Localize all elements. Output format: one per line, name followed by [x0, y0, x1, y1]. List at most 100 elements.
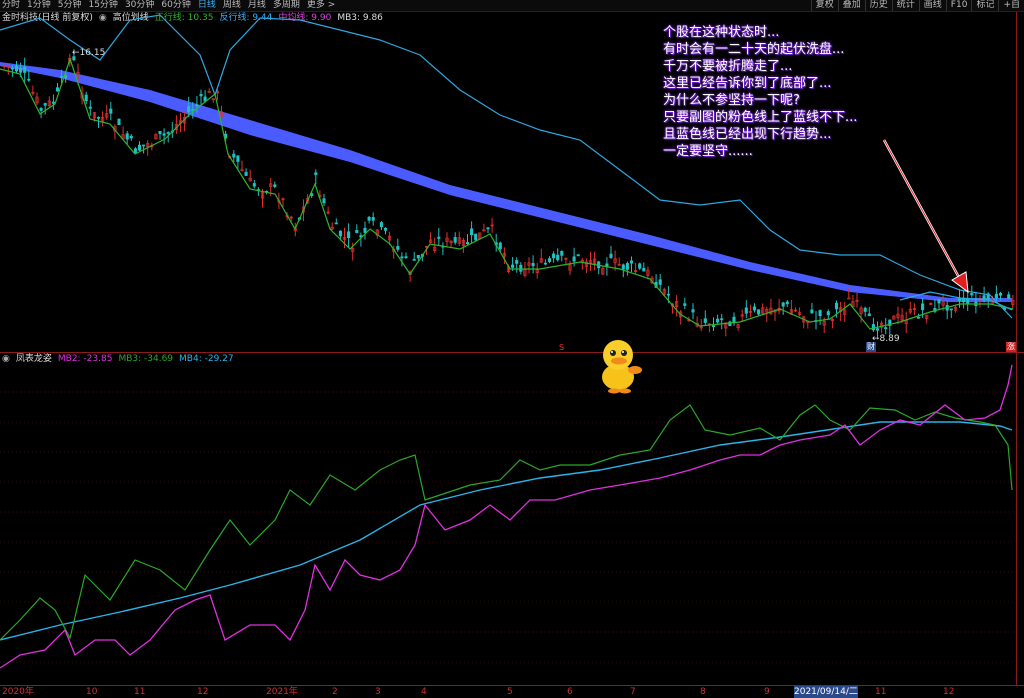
candle-body	[465, 242, 470, 245]
candle-body	[289, 216, 293, 219]
candle-body	[248, 177, 252, 182]
candle-body	[219, 111, 224, 117]
candle-body	[576, 254, 580, 257]
candle-body	[355, 230, 359, 234]
candle-body	[523, 269, 527, 276]
candle-body	[527, 262, 531, 266]
mb4-value: MB4: -29.27	[179, 354, 234, 364]
tab-0[interactable]: 分时	[2, 0, 21, 10]
collapse-icon[interactable]: ◉	[98, 13, 107, 23]
tab-9[interactable]: 多周期	[272, 0, 300, 10]
candle-body	[416, 254, 420, 259]
candle-body	[539, 258, 543, 263]
candle-body	[543, 262, 547, 265]
candle-body	[260, 192, 265, 199]
zhang-marker: 涨	[1006, 342, 1016, 352]
candle-body	[670, 303, 675, 307]
axis-label: 2020年	[2, 687, 34, 697]
candle-body	[474, 233, 478, 241]
axis-label: 4	[421, 687, 427, 697]
candle-body	[470, 228, 474, 236]
candle-body	[798, 312, 802, 315]
candle-body	[39, 108, 43, 111]
candle-body	[609, 253, 613, 258]
candle-body	[716, 318, 720, 323]
stock-title: 金时科技(日线 前复权)	[2, 13, 93, 23]
tab-7[interactable]: 周线	[222, 0, 241, 10]
annotation-line: 这里已经告诉你到了底部了...	[663, 76, 832, 91]
candle-body	[166, 132, 170, 134]
candle-body	[830, 319, 834, 322]
tab-6[interactable]: 日线	[197, 0, 216, 10]
candle-body	[301, 206, 306, 213]
tab-3[interactable]: 15分钟	[88, 0, 118, 10]
candle-body	[822, 320, 826, 326]
axis-label: 11	[134, 687, 146, 697]
tab-8[interactable]: 月线	[247, 0, 266, 10]
candle-body	[843, 309, 847, 315]
tab-4[interactable]: 30分钟	[124, 0, 155, 10]
candle-body	[744, 307, 748, 314]
candle-body	[658, 279, 662, 285]
axis-label: 10	[86, 687, 98, 697]
candle-body	[834, 302, 839, 310]
toolbar-button-1[interactable]: 叠加	[837, 0, 865, 11]
toolbar-button-2[interactable]: 历史	[864, 0, 892, 11]
tab-10[interactable]: 更多 >	[306, 0, 336, 10]
toolbar-button-0[interactable]: 复权	[810, 0, 838, 11]
candle-body	[908, 308, 912, 313]
candle-body	[765, 308, 769, 313]
candle-body	[498, 242, 502, 250]
candle-body	[252, 183, 256, 187]
candle-body	[109, 108, 113, 114]
toolbar-button-7[interactable]: +自	[998, 0, 1024, 11]
fanxing-value: 反行线: 9.44	[219, 13, 273, 23]
candle-body	[900, 315, 904, 321]
tab-5[interactable]: 60分钟	[161, 0, 191, 10]
candle-body	[92, 112, 96, 119]
candle-body	[482, 229, 486, 232]
tab-2[interactable]: 5分钟	[57, 0, 82, 10]
arrow-shaft-inner	[883, 139, 963, 284]
sub-collapse-icon[interactable]: ◉	[2, 354, 10, 364]
candle-body	[457, 237, 461, 244]
candle-body	[142, 144, 146, 147]
toolbar-button-5[interactable]: F10	[945, 0, 972, 11]
candle-body	[88, 106, 92, 109]
candle-body	[584, 261, 588, 267]
candle-body	[72, 56, 76, 61]
candle-body	[244, 171, 248, 176]
candle-body	[461, 239, 465, 247]
candle-body	[634, 270, 638, 272]
candle-body	[867, 313, 871, 317]
candle-body	[306, 198, 310, 204]
candle-body	[847, 297, 851, 300]
toolbar-button-3[interactable]: 统计	[891, 0, 919, 11]
axis-label: 5	[507, 687, 513, 697]
annotation-line: 个股在这种状态时...	[663, 25, 780, 40]
mb3-line	[0, 404, 1013, 641]
candle-body	[379, 222, 383, 228]
tab-1[interactable]: 1分钟	[27, 0, 51, 10]
candle-body	[953, 306, 957, 311]
candle-body	[400, 256, 404, 259]
candle-body	[781, 302, 785, 307]
candle-body	[236, 155, 240, 162]
candle-body	[162, 133, 166, 136]
toolbar-button-6[interactable]: 标记	[971, 0, 998, 11]
candle-body	[531, 263, 535, 267]
candle-body	[14, 65, 19, 72]
axis-label: 2021年	[266, 687, 298, 697]
candle-body	[412, 259, 416, 261]
axis-label: 7	[630, 687, 636, 697]
candle-body	[912, 308, 916, 311]
candle-body	[211, 98, 215, 101]
candle-body	[752, 306, 757, 311]
axis-label: 9	[764, 687, 770, 697]
candle-body	[724, 322, 728, 329]
ma-band	[0, 62, 1012, 302]
toolbar-button-4[interactable]: 画线	[918, 0, 946, 11]
candle-body	[875, 328, 880, 331]
annotation-text: 个股在这种状态时... 有时会有一二十天的起伏洗盘... 千万不要被折腾走了... 这…	[663, 24, 857, 160]
